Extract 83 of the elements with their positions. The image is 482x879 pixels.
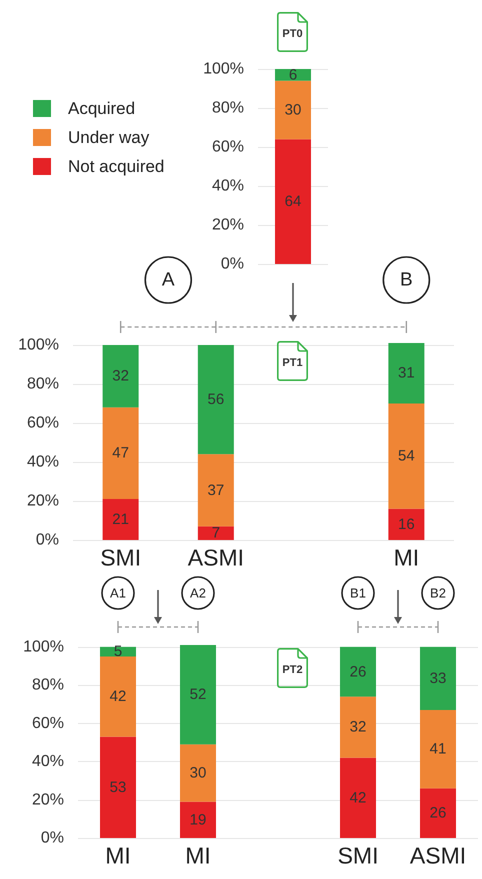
bar (420, 710, 456, 788)
y-tick-label: 0% (40, 830, 64, 846)
y-tick-label: 40% (212, 178, 244, 194)
y-tick-label: 40% (26, 453, 59, 470)
data-label: 26 (430, 804, 446, 822)
data-label: 5 (114, 643, 122, 660)
bar (340, 646, 376, 697)
bar (102, 499, 139, 540)
y-tick-label: 40% (32, 753, 64, 770)
data-label: 26 (350, 663, 366, 680)
data-label: 42 (350, 789, 366, 806)
data-label: 31 (398, 364, 415, 382)
bar (100, 736, 136, 838)
legend-label: Under way (68, 128, 150, 147)
bar (340, 758, 376, 838)
y-tick-label: 20% (26, 492, 59, 510)
y-tick-label: 60% (32, 714, 64, 732)
data-label: 30 (284, 101, 302, 118)
bar (340, 696, 376, 758)
x-tick-label: MI (185, 842, 211, 868)
data-label: 42 (110, 688, 126, 706)
x-tick-label: ASMI (410, 842, 466, 868)
data-label: 64 (284, 193, 302, 210)
data-label: 56 (208, 391, 224, 408)
text: PT2 (282, 664, 303, 676)
y-tick-label: 100% (203, 60, 244, 78)
data-label: 16 (398, 516, 415, 533)
bar (198, 344, 234, 454)
data-label: 53 (110, 778, 126, 796)
data-label: 41 (430, 740, 446, 758)
data-label: 19 (190, 811, 206, 828)
data-label: 54 (398, 448, 415, 465)
y-tick-label: 20% (32, 791, 64, 808)
y-tick-label: 60% (26, 414, 59, 432)
bar (388, 343, 424, 404)
data-label: 21 (112, 511, 129, 528)
data-label: 52 (190, 686, 206, 704)
text: B2 (430, 586, 446, 600)
bar (102, 407, 139, 500)
data-label: 37 (208, 482, 224, 499)
data-label: 32 (112, 368, 129, 385)
x-tick-label: ASMI (188, 544, 244, 570)
y-tick-label: 80% (32, 676, 64, 694)
data-label: 32 (350, 718, 366, 736)
y-tick-label: 80% (212, 100, 244, 116)
bar (180, 802, 216, 838)
bar (275, 139, 311, 264)
bar (420, 646, 456, 710)
text: A (162, 270, 175, 290)
data-label: 33 (430, 670, 446, 687)
legend-label: Acquired (68, 99, 136, 118)
y-tick-label: 80% (26, 375, 59, 392)
text: PT1 (282, 357, 303, 369)
x-tick-label: SMI (338, 842, 378, 868)
text: B1 (350, 586, 366, 600)
bar (420, 788, 456, 838)
bar (388, 403, 424, 509)
bar (198, 526, 234, 540)
y-tick-label: 0% (220, 256, 244, 272)
text: B (400, 270, 413, 290)
data-label: 30 (190, 764, 206, 782)
text: A2 (190, 586, 206, 600)
data-label: 7 (212, 524, 220, 542)
x-tick-label: MI (105, 842, 131, 868)
y-tick-label: 0% (36, 532, 59, 548)
data-label: 47 (112, 444, 129, 462)
y-tick-label: 100% (23, 638, 64, 656)
text: A1 (110, 586, 126, 600)
x-tick-label: MI (394, 544, 420, 570)
chart-title: PT0 (282, 28, 303, 40)
bar (102, 344, 139, 408)
bar (275, 80, 311, 140)
y-tick-label: 20% (212, 216, 244, 234)
data-label: 6 (288, 66, 298, 84)
bar (388, 508, 424, 540)
x-tick-label: SMI (100, 544, 142, 570)
bar (180, 744, 216, 802)
y-tick-label: 100% (18, 336, 59, 354)
bar (198, 454, 234, 526)
bar (100, 656, 136, 737)
bar (180, 645, 216, 744)
y-tick-label: 60% (212, 138, 244, 156)
legend-label: Not acquired (68, 157, 164, 176)
